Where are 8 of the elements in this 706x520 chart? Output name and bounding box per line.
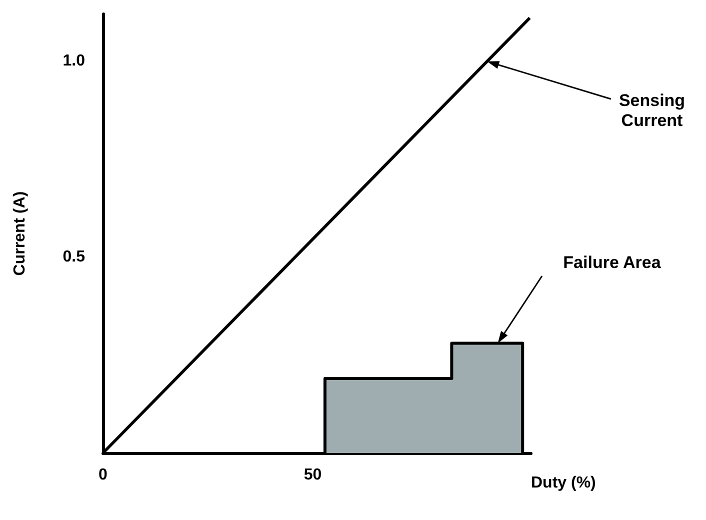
x-tick-label: 0: [98, 466, 108, 484]
y-axis-title: Current (A): [12, 191, 28, 276]
text: Sensing Current: [618, 91, 686, 130]
y-tick-label: 1.0: [62, 52, 86, 70]
x-tick-label: 50: [304, 466, 322, 484]
x-axis-title: Duty (%): [531, 474, 596, 492]
y-tick-label: 0.5: [62, 248, 86, 266]
text: Failure Area: [563, 253, 662, 272]
